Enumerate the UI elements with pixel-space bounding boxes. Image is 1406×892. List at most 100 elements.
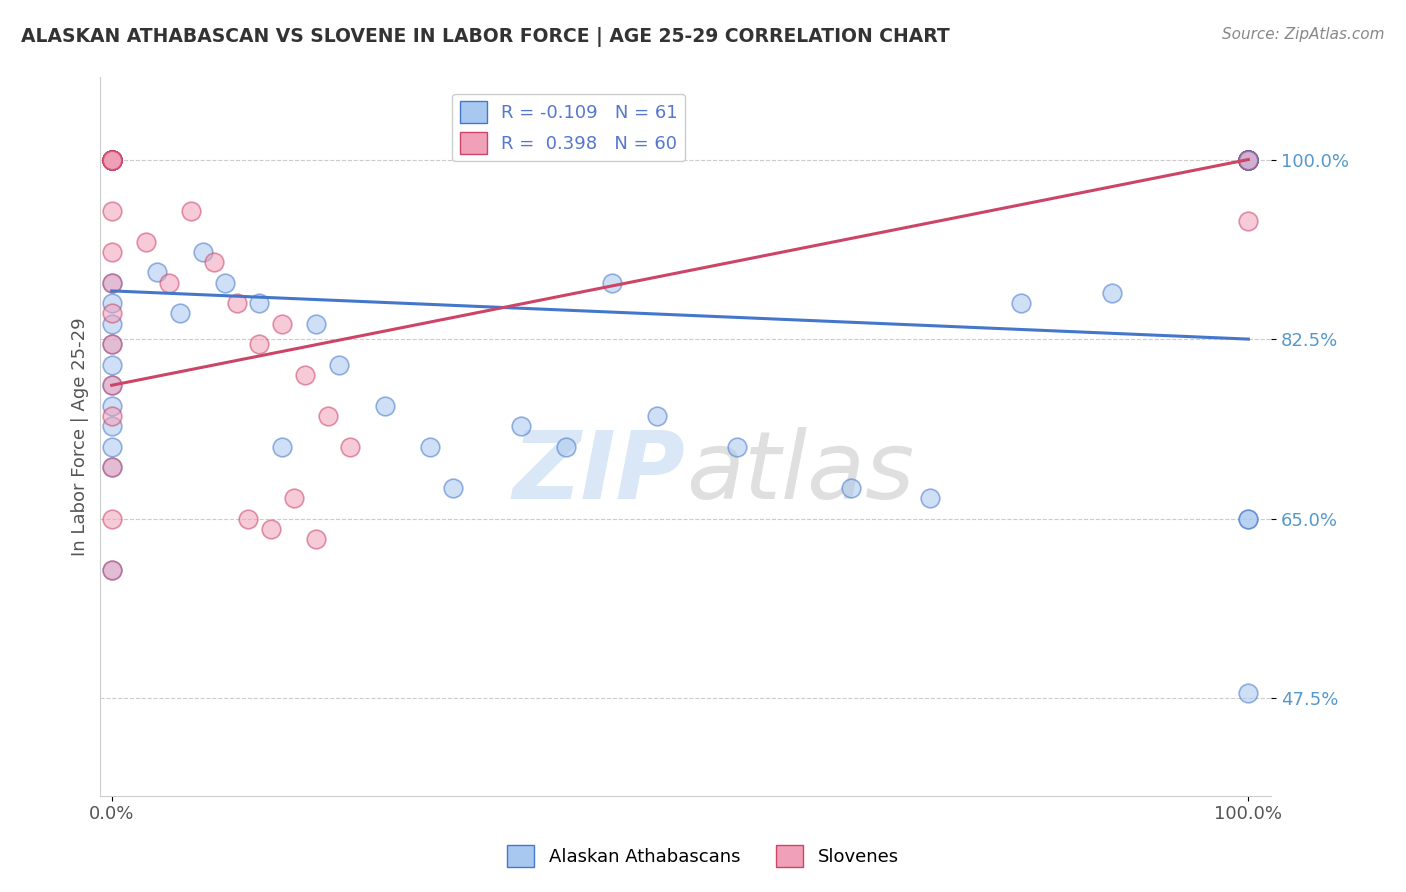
Point — [236, 511, 259, 525]
Point — [100, 409, 122, 423]
Point — [146, 265, 169, 279]
Point — [100, 153, 122, 167]
Point — [920, 491, 942, 505]
Point — [339, 440, 361, 454]
Point — [100, 153, 122, 167]
Point — [100, 153, 122, 167]
Point — [100, 399, 122, 413]
Point — [100, 419, 122, 434]
Point — [260, 522, 283, 536]
Point — [100, 153, 122, 167]
Point — [191, 244, 214, 259]
Point — [180, 203, 202, 218]
Point — [373, 399, 395, 413]
Point — [100, 440, 122, 454]
Point — [135, 235, 157, 249]
Point — [555, 440, 578, 454]
Legend: R = -0.109   N = 61, R =  0.398   N = 60: R = -0.109 N = 61, R = 0.398 N = 60 — [453, 94, 685, 161]
Point — [1237, 153, 1260, 167]
Point — [100, 153, 122, 167]
Point — [283, 491, 305, 505]
Point — [1237, 153, 1260, 167]
Point — [1237, 153, 1260, 167]
Point — [316, 409, 339, 423]
Point — [100, 563, 122, 577]
Y-axis label: In Labor Force | Age 25-29: In Labor Force | Age 25-29 — [72, 318, 89, 556]
Point — [202, 255, 225, 269]
Point — [100, 153, 122, 167]
Point — [1237, 153, 1260, 167]
Point — [271, 440, 294, 454]
Point — [100, 337, 122, 351]
Point — [100, 296, 122, 310]
Point — [647, 409, 669, 423]
Point — [214, 276, 236, 290]
Text: Source: ZipAtlas.com: Source: ZipAtlas.com — [1222, 27, 1385, 42]
Point — [600, 276, 623, 290]
Point — [100, 358, 122, 372]
Point — [1237, 153, 1260, 167]
Point — [100, 153, 122, 167]
Point — [100, 244, 122, 259]
Point — [100, 153, 122, 167]
Point — [100, 153, 122, 167]
Point — [100, 153, 122, 167]
Point — [100, 153, 122, 167]
Point — [225, 296, 247, 310]
Point — [509, 419, 531, 434]
Point — [1237, 686, 1260, 700]
Point — [419, 440, 441, 454]
Point — [1237, 153, 1260, 167]
Point — [1101, 285, 1123, 300]
Point — [100, 337, 122, 351]
Point — [1237, 153, 1260, 167]
Text: atlas: atlas — [686, 427, 914, 518]
Point — [1237, 153, 1260, 167]
Legend: Alaskan Athabascans, Slovenes: Alaskan Athabascans, Slovenes — [501, 838, 905, 874]
Point — [100, 460, 122, 475]
Point — [1237, 214, 1260, 228]
Point — [328, 358, 350, 372]
Point — [100, 153, 122, 167]
Point — [1237, 511, 1260, 525]
Point — [100, 378, 122, 392]
Point — [100, 378, 122, 392]
Point — [100, 276, 122, 290]
Point — [100, 153, 122, 167]
Point — [725, 440, 748, 454]
Point — [1237, 153, 1260, 167]
Point — [1237, 153, 1260, 167]
Text: ALASKAN ATHABASCAN VS SLOVENE IN LABOR FORCE | AGE 25-29 CORRELATION CHART: ALASKAN ATHABASCAN VS SLOVENE IN LABOR F… — [21, 27, 950, 46]
Point — [249, 337, 271, 351]
Point — [1010, 296, 1032, 310]
Point — [1237, 153, 1260, 167]
Point — [100, 460, 122, 475]
Point — [294, 368, 316, 382]
Point — [100, 511, 122, 525]
Point — [100, 153, 122, 167]
Point — [100, 153, 122, 167]
Point — [100, 317, 122, 331]
Point — [1237, 153, 1260, 167]
Point — [1237, 153, 1260, 167]
Point — [169, 306, 191, 320]
Text: ZIP: ZIP — [513, 426, 686, 518]
Point — [157, 276, 180, 290]
Point — [100, 203, 122, 218]
Point — [1237, 153, 1260, 167]
Point — [1237, 511, 1260, 525]
Point — [1237, 153, 1260, 167]
Point — [100, 153, 122, 167]
Point — [100, 153, 122, 167]
Point — [271, 317, 294, 331]
Point — [305, 317, 328, 331]
Point — [100, 276, 122, 290]
Point — [100, 153, 122, 167]
Point — [1237, 153, 1260, 167]
Point — [1237, 153, 1260, 167]
Point — [249, 296, 271, 310]
Point — [100, 153, 122, 167]
Point — [305, 533, 328, 547]
Point — [441, 481, 464, 495]
Point — [100, 563, 122, 577]
